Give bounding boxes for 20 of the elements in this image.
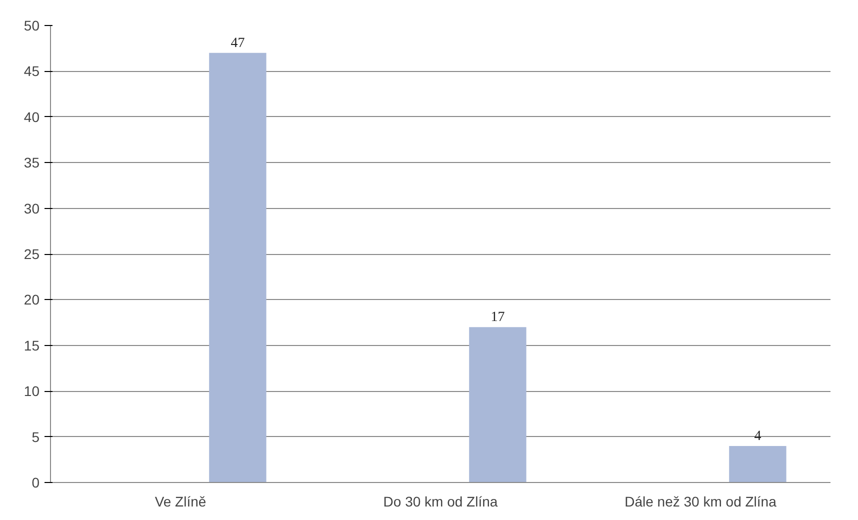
bar [209, 52, 266, 482]
x-tick-label: Do 30 km od Zlína [383, 494, 498, 510]
y-tick-label: 45 [24, 63, 40, 80]
y-tick-label: 35 [24, 154, 40, 171]
y-tick-label: 40 [24, 108, 40, 125]
y-tick-label: 25 [24, 246, 40, 262]
y-tick-label: 10 [24, 383, 40, 400]
x-tick-label: Ve Zlíně [154, 494, 206, 510]
y-tick-label: 20 [24, 292, 40, 308]
y-tick-label: 15 [24, 337, 40, 354]
data-label: 4 [754, 428, 762, 444]
bar [469, 327, 526, 482]
y-tick-label: 0 [32, 474, 40, 490]
y-tick-label: 50 [24, 18, 40, 34]
data-label: 47 [230, 36, 245, 51]
y-tick-label: 5 [32, 428, 40, 445]
bar [729, 446, 786, 482]
y-tick-label: 30 [24, 200, 40, 216]
data-label: 17 [490, 310, 505, 326]
x-tick-label: Dále než 30 km od Zlína [624, 494, 777, 510]
